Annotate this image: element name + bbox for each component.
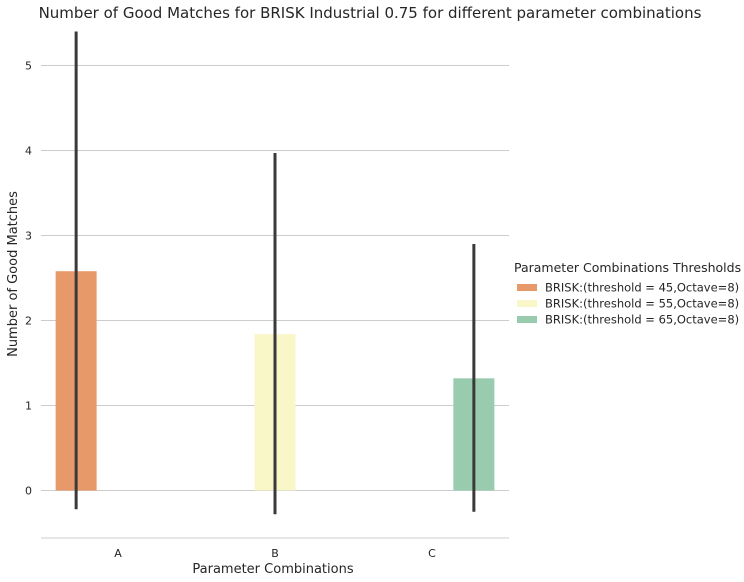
y-tick-label: 1 (25, 400, 32, 413)
y-axis: 0 1 2 3 4 5 (25, 60, 32, 498)
y-tick-label: 0 (25, 485, 32, 498)
y-tick-label: 4 (25, 145, 32, 158)
legend-title: Parameter Combinations Thresholds (514, 260, 741, 275)
x-tick-label: C (428, 547, 436, 560)
legend-entry: BRISK:(threshold = 65,Octave=8) (545, 313, 739, 327)
x-tick-label: A (114, 547, 122, 560)
legend-entry: BRISK:(threshold = 55,Octave=8) (545, 297, 739, 311)
x-axis-label: Parameter Combinations (192, 562, 353, 577)
y-axis-label: Number of Good Matches (6, 191, 21, 357)
plot-area (55, 31, 495, 515)
y-tick-label: 5 (25, 60, 32, 73)
x-tick-label: B (271, 547, 279, 560)
legend: Parameter Combinations Thresholds BRISK:… (514, 260, 741, 327)
chart-title: Number of Good Matches for BRISK Industr… (39, 4, 702, 22)
y-tick-label: 2 (25, 315, 32, 328)
y-tick-label: 3 (25, 230, 32, 243)
legend-swatch (517, 316, 537, 323)
x-axis: A B C (114, 547, 436, 560)
legend-entry: BRISK:(threshold = 45,Octave=8) (545, 281, 739, 295)
legend-swatch (517, 300, 537, 307)
legend-swatch (517, 284, 537, 291)
